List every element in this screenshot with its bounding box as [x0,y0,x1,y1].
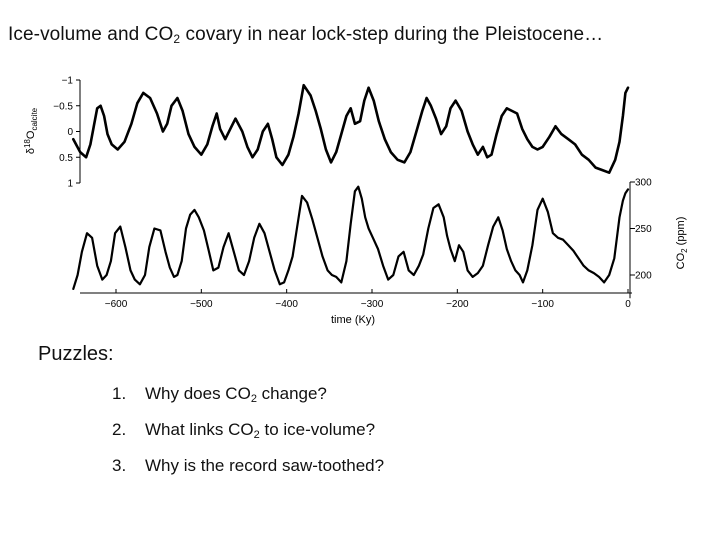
time-tick-label: −600 [105,299,128,310]
co2-tick-label: 300 [635,178,652,189]
puzzle-item: 3. Why is the record saw-toothed? [112,456,385,475]
d18o-series-group [72,83,630,174]
co2-axis: 200 250 300 [629,178,652,299]
paleo-chart: −1 −0.5 0 0.5 1 δ18Ocalcite 200 250 300 CO2 (p… [23,76,689,327]
d18o-tick-label: 1 [67,179,73,190]
co2-axis-label: CO2 (ppm) [675,217,689,270]
slide-title: Ice-volume and CO2 covary in near lock-s… [8,24,604,46]
puzzle-item: 1. Why does CO2 change? [112,384,327,405]
puzzle-number: 1. [112,384,127,403]
puzzle-item: 2. What links CO2 to ice-volume? [112,420,376,441]
time-tick-label: 0 [625,299,631,310]
puzzle-number: 2. [112,420,127,439]
d18o-ylabel: δ18Ocalcite [23,107,39,154]
d18o-tick-label: 0 [67,127,73,138]
puzzles-heading: Puzzles: [38,343,114,365]
time-tick-label: −400 [275,299,298,310]
time-axis-label: time (Ky) [331,314,375,326]
time-tick-label: −300 [361,299,384,310]
co2-ylabel: CO2 (ppm) [675,217,689,270]
d18o-tick-label: 0.5 [59,153,73,164]
co2-series-line [72,185,630,290]
d18o-axis: −1 −0.5 0 0.5 1 [53,76,81,190]
d18o-series-line [72,83,630,174]
puzzle-number: 3. [112,456,127,475]
d18o-axis-label: δ18Ocalcite [23,107,39,154]
time-tick-label: −100 [531,299,554,310]
co2-series-group [72,185,630,290]
time-tick-label: −500 [190,299,213,310]
co2-tick-label: 200 [635,271,652,282]
time-tick-label: −200 [446,299,469,310]
d18o-tick-label: −1 [62,76,74,87]
co2-tick-label: 250 [635,224,652,235]
d18o-tick-label: −0.5 [53,101,73,112]
time-axis: −600 −500 −400 −300 −200 −100 0 time (Ky) [80,289,632,326]
